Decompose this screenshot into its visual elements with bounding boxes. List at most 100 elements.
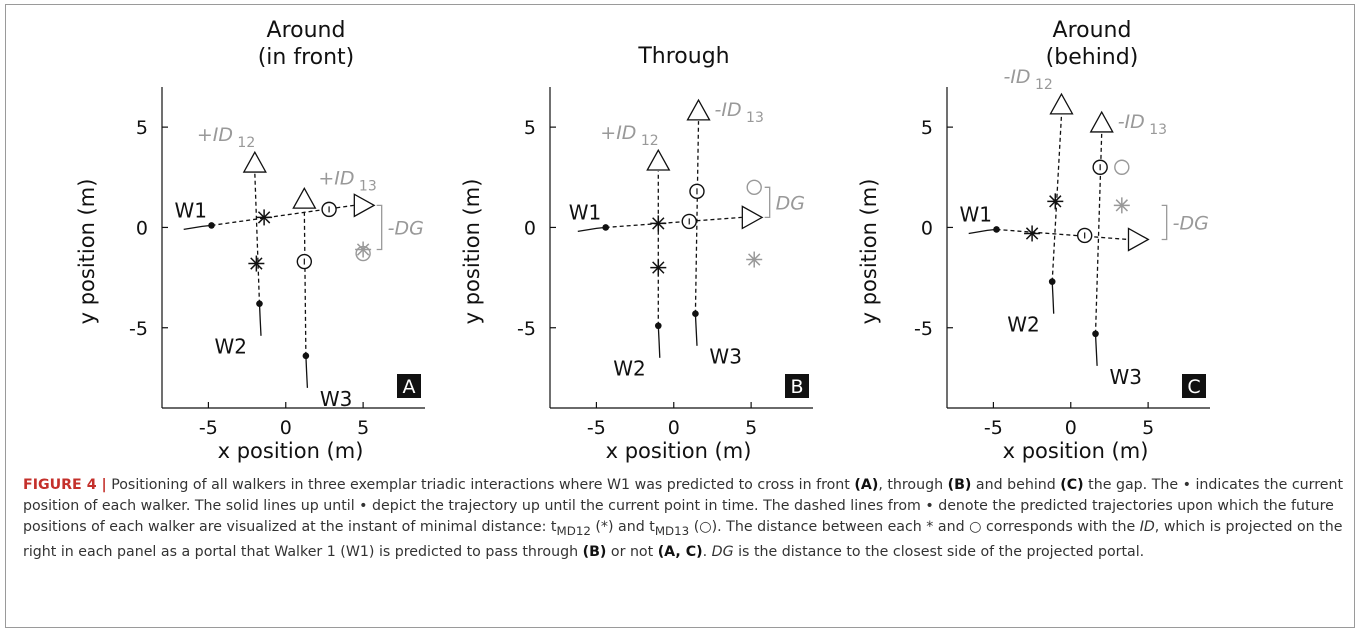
- caption-ref: (A, C): [657, 543, 703, 560]
- dg-bracket: [1161, 204, 1168, 241]
- w2-star-marker: [248, 255, 265, 272]
- y-tick-label: -5: [517, 318, 536, 340]
- x-tick-label: 5: [1142, 417, 1154, 439]
- panel-letter: C: [1187, 376, 1200, 398]
- past-trajectory: [305, 355, 309, 388]
- w3-current-dot: [1092, 330, 1099, 338]
- caption-italic: DG: [711, 543, 734, 560]
- caption-text: , through: [878, 477, 948, 493]
- past-trajectory: [694, 313, 698, 346]
- w1-star-marker: [1024, 225, 1041, 242]
- projected-circle: [746, 179, 762, 196]
- panel-c-title-line2: (behind): [1045, 45, 1139, 70]
- panel-a-title: Around (in front): [226, 17, 386, 71]
- star-stroke: [1025, 227, 1039, 240]
- w1-current-dot: [208, 222, 215, 229]
- caption-text: Positioning of all walkers in three exem…: [106, 477, 855, 493]
- predicted-trajectory: [996, 228, 1129, 241]
- figure-frame: 5 0 -5 -5 0 5 x position (m) y position (m) -DG W…: [5, 4, 1355, 628]
- w3-current-dot: [302, 352, 310, 360]
- dg-bracket: [376, 204, 383, 251]
- y-tick-label: 0: [136, 217, 148, 239]
- id12-label: +ID 12: [197, 124, 255, 151]
- star-stroke: [1049, 195, 1062, 208]
- x-axis-label: x position (m): [218, 439, 364, 463]
- w3-label: W3: [1110, 365, 1143, 389]
- w1-label: W1: [175, 198, 208, 222]
- caption-text: , which is projected on the right in eac…: [23, 519, 1343, 560]
- id13-label-sub: 13: [354, 178, 376, 194]
- y-tick-label: 0: [921, 217, 933, 239]
- projected-star: [746, 251, 763, 268]
- w2-current-dot: [1048, 278, 1056, 285]
- dg-label: -DG: [1173, 212, 1209, 234]
- id13-label: -ID 13: [715, 99, 764, 126]
- id13-label-sub: 13: [1145, 122, 1167, 138]
- dg-label: DG: [776, 192, 805, 214]
- projected-star: [355, 241, 372, 258]
- predicted-trajectory: [694, 121, 700, 314]
- star-stroke: [250, 257, 263, 270]
- w3-end-marker: [686, 98, 711, 121]
- caption-ref: (B): [582, 543, 607, 560]
- id13-label: +ID 13: [318, 167, 376, 194]
- w3-current-dot: [692, 310, 699, 318]
- caption-text: (*) and t: [590, 519, 655, 535]
- panel-a-title-line1: Around: [266, 18, 346, 43]
- x-tick-label: 5: [745, 417, 757, 439]
- star-stroke: [748, 253, 761, 266]
- w2-end-marker: [646, 148, 671, 171]
- caption-sub: MD12: [556, 523, 591, 538]
- past-trajectory: [968, 228, 997, 235]
- caption-text: the gap. The • indicates the current pos…: [23, 477, 1344, 535]
- id12-label-sub: 12: [636, 133, 658, 149]
- caption-text: .: [702, 543, 712, 560]
- w2-current-dot: [654, 322, 662, 330]
- w1-label: W1: [960, 202, 993, 226]
- panel-c-title: Around (behind): [1012, 17, 1172, 71]
- y-tick-label: -5: [129, 318, 148, 340]
- x-axis-label: x position (m): [1003, 439, 1149, 463]
- x-tick-label: 0: [1065, 417, 1077, 439]
- w1-current-dot: [993, 226, 1000, 233]
- past-trajectory: [1051, 281, 1055, 314]
- dg-bracket: [764, 186, 771, 219]
- star-stroke: [257, 211, 271, 224]
- x-tick-label: -5: [984, 417, 1003, 439]
- id13-label-sub: 13: [742, 110, 764, 126]
- id12-label-sub: 12: [233, 135, 255, 151]
- caption-text: (○). The distance between each * and ○ c…: [689, 519, 1140, 535]
- w1-star-marker: [256, 209, 273, 226]
- id12-label: +ID 12: [600, 122, 658, 149]
- projected-circle: [1114, 159, 1130, 175]
- star-stroke: [652, 217, 665, 230]
- panel-b-title: Through: [604, 43, 764, 70]
- caption-text: is the distance to the closest side of t…: [733, 543, 1145, 560]
- y-tick-label: 5: [136, 117, 148, 139]
- dg-label: -DG: [388, 217, 424, 239]
- panel-a-title-line2: (in front): [257, 45, 355, 70]
- y-tick-label: 5: [524, 117, 536, 139]
- caption-ref: (B): [947, 477, 972, 493]
- w1-label: W1: [569, 200, 602, 224]
- w3-end-marker: [1089, 110, 1114, 133]
- x-tick-label: 0: [280, 417, 292, 439]
- x-axis-label: x position (m): [606, 439, 752, 463]
- w2-star-marker: [650, 259, 667, 276]
- caption-ref: (C): [1060, 477, 1084, 493]
- w1-end-marker: [353, 193, 376, 218]
- w2-end-marker: [242, 150, 267, 173]
- predicted-trajectory: [1051, 115, 1063, 282]
- panel-letter-box: [785, 374, 809, 398]
- y-axis-label: y position (m): [460, 179, 484, 325]
- caption-sub: MD13: [654, 523, 690, 538]
- panel-letter-box: [397, 374, 421, 398]
- star-stroke: [356, 243, 370, 256]
- x-tick-label: -5: [199, 417, 218, 439]
- panel-letter: A: [403, 376, 416, 398]
- past-trajectory: [183, 224, 212, 231]
- w3-label: W3: [320, 387, 353, 411]
- w2-label: W2: [214, 335, 247, 359]
- predicted-trajectory: [1094, 133, 1103, 334]
- panel-letter-box: [1182, 374, 1206, 398]
